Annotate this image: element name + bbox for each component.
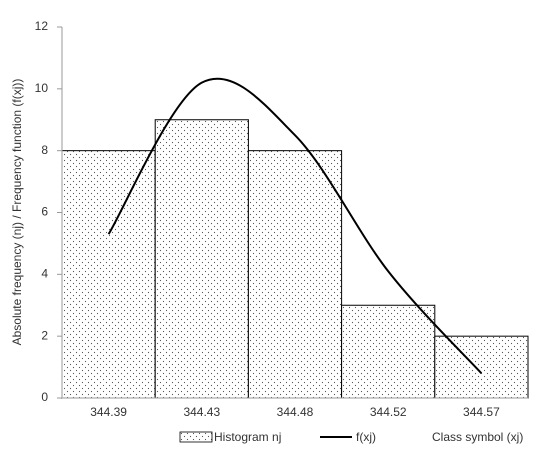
bar [247, 150, 343, 399]
bar [61, 150, 156, 399]
x-axis-label: Class symbol (xj) [432, 430, 523, 444]
legend: Histogram nj f(xj) [179, 430, 376, 444]
y-axis-label: Absolute frequency (nj) / Frequency func… [10, 79, 24, 346]
y-tick-label: 10 [35, 81, 49, 95]
y-tick-label: 0 [41, 390, 48, 404]
x-tick-label: 344.48 [277, 405, 314, 419]
x-tick-label: 344.43 [183, 405, 220, 419]
x-tick-label: 344.39 [90, 405, 127, 419]
legend-swatch [179, 431, 213, 443]
y-tick-label: 8 [41, 143, 48, 157]
x-tick-label: 344.57 [463, 405, 500, 419]
y-tick-label: 12 [35, 19, 49, 33]
bar [434, 335, 529, 399]
legend-label: Histogram nj [214, 430, 281, 444]
y-tick-label: 2 [41, 328, 48, 342]
x-tick-label: 344.52 [370, 405, 407, 419]
bar [154, 119, 249, 399]
y-tick-label: 4 [41, 267, 48, 281]
y-tick-label: 6 [41, 205, 48, 219]
legend-label: f(xj) [356, 430, 376, 444]
line [107, 77, 483, 374]
bar [341, 304, 436, 399]
